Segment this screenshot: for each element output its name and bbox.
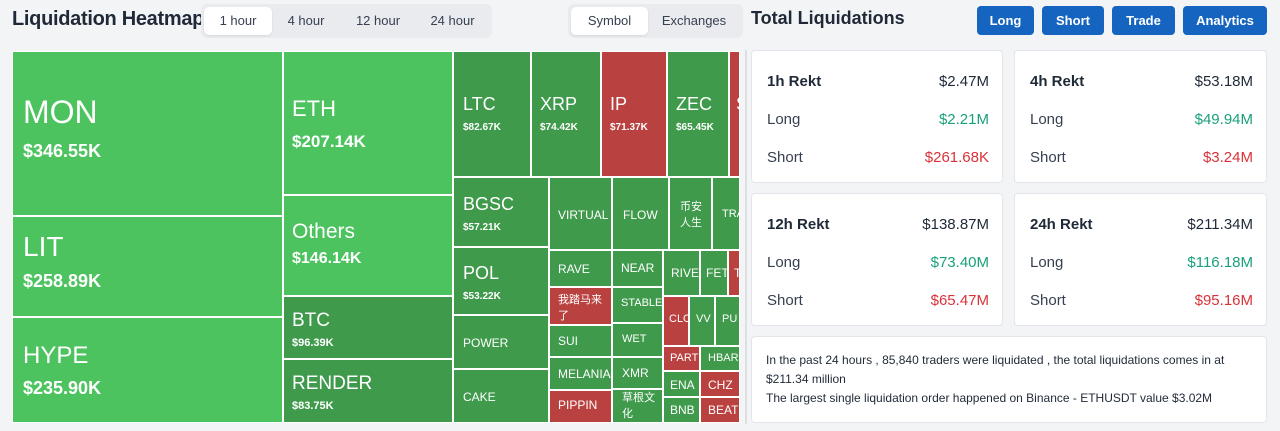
tile-wotamalaile[interactable]: 我踏马来了 <box>549 287 612 325</box>
short-label: Short <box>1030 149 1066 166</box>
tile-rive[interactable]: RIVE <box>663 250 700 296</box>
tile-zec[interactable]: ZEC $65.45K <box>667 51 729 177</box>
short-button[interactable]: Short <box>1042 6 1104 35</box>
tile-power[interactable]: POWER <box>453 315 549 369</box>
tile-bnb[interactable]: BNB <box>663 397 700 423</box>
tile-fet[interactable]: FET <box>700 250 728 296</box>
panel-divider <box>745 50 747 424</box>
trade-button[interactable]: Trade <box>1112 6 1175 35</box>
tile-sui[interactable]: SUI <box>549 325 612 357</box>
summary-line-1: In the past 24 hours , 85,840 traders we… <box>766 353 1225 386</box>
tile-stable[interactable]: STABLE <box>612 287 663 323</box>
tab-1-hour[interactable]: 1 hour <box>204 7 272 35</box>
tile-xmr[interactable]: XMR <box>612 357 663 389</box>
tile-chz[interactable]: CHZ <box>700 371 740 397</box>
tile-rave[interactable]: RAVE <box>549 250 612 287</box>
card-label: 4h Rekt <box>1030 73 1085 90</box>
long-value: $73.40M <box>930 254 989 271</box>
tile-parti[interactable]: PARTI <box>663 346 700 371</box>
tile-ena[interactable]: ENA <box>663 371 700 397</box>
tile-mon[interactable]: MON $346.55K <box>12 51 283 216</box>
tile-bgsc[interactable]: BGSC $57.21K <box>453 177 549 247</box>
tile-eth[interactable]: ETH $207.14K <box>283 51 453 195</box>
view-tabs: Symbol Exchanges <box>568 4 743 38</box>
long-value: $49.94M <box>1194 111 1253 128</box>
short-label: Short <box>767 292 803 309</box>
card-total: $138.87M <box>922 216 989 233</box>
short-value: $261.68K <box>924 149 989 166</box>
card-total: $211.34M <box>1187 216 1253 233</box>
total-liquidations-title: Total Liquidations <box>751 8 905 28</box>
long-label: Long <box>767 254 801 271</box>
tile-pu[interactable]: PU <box>715 296 740 346</box>
card-label: 24h Rekt <box>1030 216 1093 233</box>
tile-ip[interactable]: IP $71.37K <box>601 51 667 177</box>
tile-pol[interactable]: POL $53.22K <box>453 247 549 315</box>
liquidation-summary: In the past 24 hours , 85,840 traders we… <box>751 336 1267 423</box>
tile-binance-life[interactable]: 币安人生 <box>669 177 712 250</box>
card-12h-rekt: 12h Rekt $138.87M Long $73.40M Short $65.47… <box>751 193 1003 326</box>
tile-t[interactable]: T <box>728 250 740 296</box>
time-range-tabs: 1 hour 4 hour 12 hour 24 hour <box>201 4 492 38</box>
tab-exchanges[interactable]: Exchanges <box>661 13 727 28</box>
tile-tra[interactable]: TRA <box>712 177 740 250</box>
tile-s[interactable]: S <box>729 51 740 177</box>
tab-symbol[interactable]: Symbol <box>571 7 648 35</box>
tile-near[interactable]: NEAR <box>612 250 663 287</box>
tile-cake[interactable]: CAKE <box>453 369 549 423</box>
tab-12-hour[interactable]: 12 hour <box>355 13 401 28</box>
short-label: Short <box>767 149 803 166</box>
tile-hype[interactable]: HYPE $235.90K <box>12 317 283 423</box>
short-value: $3.24M <box>1202 149 1253 166</box>
summary-line-2: The largest single liquidation order hap… <box>766 391 1213 405</box>
card-label: 12h Rekt <box>767 216 830 233</box>
tile-clo[interactable]: CLO <box>663 296 689 346</box>
long-label: Long <box>767 111 801 128</box>
long-button[interactable]: Long <box>977 6 1034 35</box>
tile-wet[interactable]: WET <box>612 323 663 357</box>
tile-xrp[interactable]: XRP $74.42K <box>531 51 601 177</box>
card-total: $53.18M <box>1194 73 1253 90</box>
tile-vv[interactable]: VV <box>689 296 715 346</box>
tile-lit[interactable]: LIT $258.89K <box>12 216 283 317</box>
long-label: Long <box>1030 254 1064 271</box>
long-label: Long <box>1030 111 1064 128</box>
card-4h-rekt: 4h Rekt $53.18M Long $49.94M Short $3.24M <box>1014 50 1267 183</box>
tile-ltc[interactable]: LTC $82.67K <box>453 51 531 177</box>
tile-hbar[interactable]: HBAR <box>700 346 740 371</box>
long-value: $2.21M <box>938 111 989 128</box>
tile-others[interactable]: Others $146.14K <box>283 195 453 296</box>
analytics-button[interactable]: Analytics <box>1183 6 1267 35</box>
tile-pippin[interactable]: PIPPIN <box>549 390 612 423</box>
card-total: $2.47M <box>938 73 989 90</box>
tab-4-hour[interactable]: 4 hour <box>287 13 325 28</box>
long-value: $116.18M <box>1187 254 1253 271</box>
card-24h-rekt: 24h Rekt $211.34M Long $116.18M Short $95.1… <box>1014 193 1267 326</box>
short-label: Short <box>1030 292 1066 309</box>
heatmap-title: Liquidation Heatmap <box>12 8 205 30</box>
short-value: $95.16M <box>1194 292 1253 309</box>
tile-caogen-wenhua[interactable]: 草根文化 <box>612 389 663 423</box>
card-label: 1h Rekt <box>767 73 822 90</box>
tile-melania[interactable]: MELANIA <box>549 357 612 390</box>
tile-render[interactable]: RENDER $83.75K <box>283 359 453 423</box>
tile-beat[interactable]: BEAT <box>700 397 740 423</box>
short-value: $65.47M <box>930 292 989 309</box>
liquidation-treemap: MON $346.55K LIT $258.89K HYPE $235.90K … <box>12 51 740 423</box>
tile-virtual[interactable]: VIRTUAL <box>549 177 612 250</box>
tab-24-hour[interactable]: 24 hour <box>430 13 475 28</box>
card-1h-rekt: 1h Rekt $2.47M Long $2.21M Short $261.68K <box>751 50 1003 183</box>
tile-btc[interactable]: BTC $96.39K <box>283 296 453 359</box>
heatmap-header: Liquidation Heatmap 1 hour 4 hour 12 hou… <box>0 0 745 40</box>
tile-flow[interactable]: FLOW <box>612 177 669 250</box>
